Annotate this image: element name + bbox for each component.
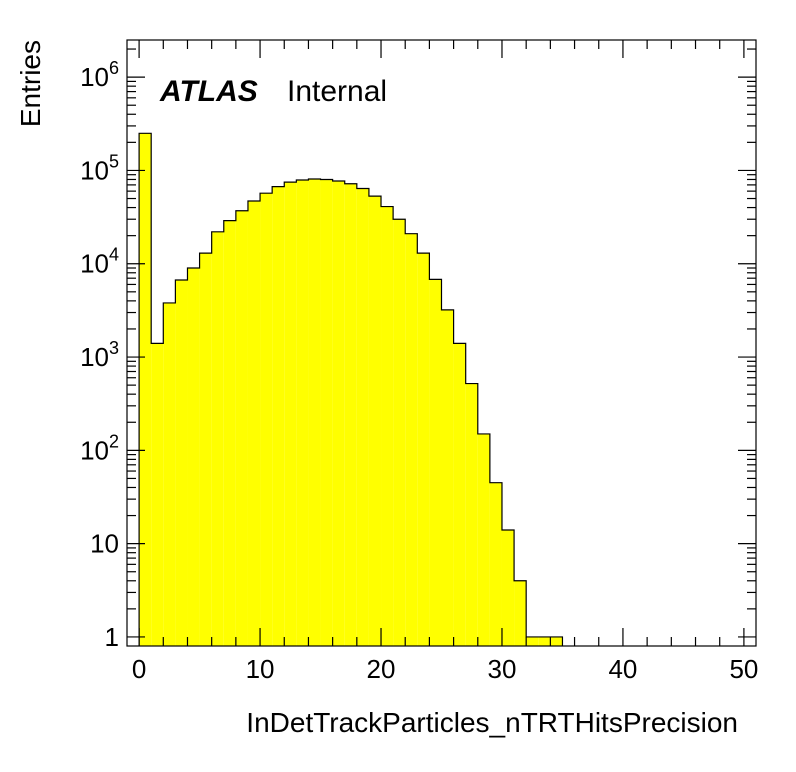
x-tick-label: 20 xyxy=(367,654,396,684)
histogram-bin xyxy=(550,636,563,646)
histogram-bin xyxy=(489,482,502,646)
histogram-bins xyxy=(139,133,563,647)
histogram-bin xyxy=(501,530,515,646)
y-tick-labels: 1 10 102 103 104 105 106 xyxy=(80,58,119,652)
x-axis-title: InDetTrackParticles_nTRTHitsPrecision xyxy=(246,707,738,738)
histogram-bin xyxy=(151,343,164,646)
histogram-bin xyxy=(441,309,454,646)
histogram-bin xyxy=(296,179,309,646)
internal-label: Internal xyxy=(287,75,387,108)
y-tick-label: 106 xyxy=(80,58,119,92)
histogram-bin xyxy=(163,302,176,646)
histogram-bin xyxy=(405,233,418,646)
y-tick-label: 102 xyxy=(80,431,119,465)
x-tick-label: 30 xyxy=(488,654,517,684)
histogram-bin xyxy=(393,219,406,646)
y-tick-label: 103 xyxy=(80,338,119,372)
histogram-bin xyxy=(308,178,321,646)
histogram-bin xyxy=(477,433,490,646)
atlas-label: ATLAS xyxy=(159,75,258,108)
y-axis-title: Entries xyxy=(15,40,46,127)
histogram-bin xyxy=(175,279,188,646)
histogram-bin xyxy=(368,196,382,647)
y-tick-label: 1 xyxy=(105,622,119,652)
histogram-bin xyxy=(332,181,345,646)
histogram-bin xyxy=(429,279,442,646)
histogram-bin xyxy=(235,210,248,646)
histogram-bin xyxy=(139,133,152,646)
histogram-bin xyxy=(223,220,236,646)
histogram-bin xyxy=(344,183,357,646)
histogram-bin xyxy=(465,383,478,646)
histogram-bin xyxy=(538,636,551,646)
x-tick-label: 0 xyxy=(132,654,146,684)
histogram-bin xyxy=(526,636,539,646)
histogram-bin xyxy=(260,193,273,646)
x-tick-labels: 0 10 20 30 40 50 xyxy=(132,654,759,684)
histogram-bin xyxy=(417,253,430,646)
histogram-bin xyxy=(284,182,297,646)
histogram-bin xyxy=(199,253,212,646)
histogram-outline xyxy=(138,132,564,646)
plot-frame xyxy=(126,39,757,647)
x-tick-label: 40 xyxy=(608,654,637,684)
histogram-bin xyxy=(247,201,261,646)
histogram-bin xyxy=(187,268,200,646)
histogram-bin xyxy=(320,179,333,646)
histogram-bin xyxy=(381,206,394,646)
histogram-bin xyxy=(211,231,224,646)
histogram-bin xyxy=(514,580,527,646)
histogram-bin xyxy=(272,186,285,646)
y-tick-label: 105 xyxy=(80,151,119,185)
x-tick-label: 10 xyxy=(246,654,275,684)
y-tick-label: 10 xyxy=(90,529,119,559)
histogram-bin xyxy=(356,188,369,647)
y-tick-label: 104 xyxy=(80,245,119,279)
x-tick-label: 50 xyxy=(729,654,758,684)
axis-ticks xyxy=(127,40,756,646)
histogram-bin xyxy=(453,343,466,646)
